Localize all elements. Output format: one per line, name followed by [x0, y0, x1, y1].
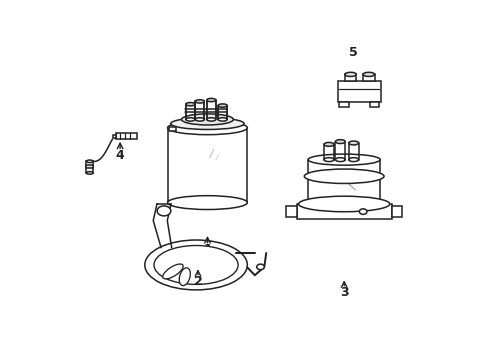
- Ellipse shape: [349, 158, 359, 162]
- Ellipse shape: [181, 114, 233, 125]
- Ellipse shape: [196, 118, 204, 121]
- Text: /: /: [210, 149, 213, 159]
- Ellipse shape: [308, 198, 380, 210]
- Circle shape: [257, 264, 264, 270]
- Bar: [86, 165, 93, 168]
- Ellipse shape: [179, 268, 190, 285]
- Ellipse shape: [207, 98, 216, 102]
- Bar: [392, 206, 402, 217]
- Ellipse shape: [207, 118, 216, 121]
- Bar: [345, 75, 356, 81]
- Text: 1: 1: [203, 243, 212, 256]
- Text: 5: 5: [349, 46, 358, 59]
- Bar: [370, 102, 379, 107]
- Bar: [113, 135, 116, 138]
- Ellipse shape: [196, 100, 204, 103]
- Ellipse shape: [349, 141, 359, 145]
- Ellipse shape: [154, 246, 238, 284]
- Bar: [286, 206, 297, 217]
- Circle shape: [157, 206, 171, 216]
- Ellipse shape: [324, 143, 334, 146]
- Bar: [116, 133, 137, 139]
- Bar: [297, 204, 392, 219]
- Circle shape: [359, 209, 367, 214]
- Ellipse shape: [163, 264, 183, 279]
- Ellipse shape: [363, 72, 374, 76]
- Ellipse shape: [218, 118, 227, 121]
- Ellipse shape: [304, 169, 384, 184]
- Bar: [338, 81, 381, 102]
- Ellipse shape: [86, 172, 93, 174]
- Ellipse shape: [86, 160, 93, 162]
- Text: 2: 2: [194, 275, 202, 288]
- Ellipse shape: [168, 121, 247, 135]
- Text: /: /: [216, 154, 218, 160]
- Ellipse shape: [298, 196, 390, 212]
- Text: 3: 3: [340, 286, 348, 299]
- Bar: [363, 75, 374, 81]
- Ellipse shape: [345, 72, 356, 76]
- Bar: [86, 161, 93, 173]
- Ellipse shape: [336, 140, 345, 144]
- Bar: [340, 102, 349, 107]
- Bar: [170, 127, 176, 131]
- Ellipse shape: [336, 158, 345, 162]
- Ellipse shape: [324, 158, 334, 162]
- Text: 4: 4: [116, 149, 124, 162]
- Ellipse shape: [218, 104, 227, 107]
- Ellipse shape: [168, 195, 247, 210]
- Ellipse shape: [145, 240, 247, 290]
- Ellipse shape: [186, 103, 195, 106]
- Ellipse shape: [308, 154, 380, 165]
- Ellipse shape: [186, 118, 195, 121]
- Ellipse shape: [171, 118, 244, 130]
